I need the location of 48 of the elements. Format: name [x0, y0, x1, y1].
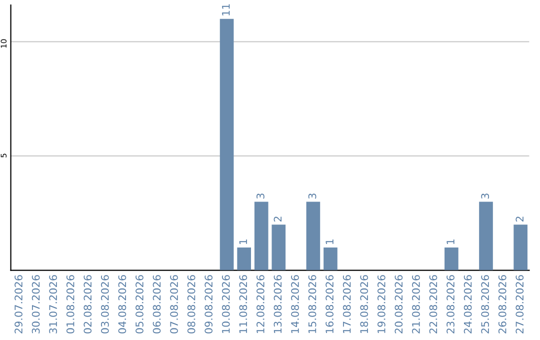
x-tick-label: 22.08.2026	[429, 275, 438, 334]
x-tick-label: 19.08.2026	[377, 275, 386, 333]
bar	[324, 247, 338, 270]
x-tick-label: 21.08.2026	[412, 275, 420, 334]
data-label: 2	[516, 216, 524, 222]
data-label: 3	[256, 194, 264, 199]
x-tick-label: 30.07.2026	[32, 275, 40, 334]
data-label: 11	[222, 4, 230, 16]
x-tick-label: 05.08.2026	[136, 275, 144, 334]
x-tick-label: 06.08.2026	[152, 275, 161, 334]
x-tick-label: 01.08.2026	[66, 275, 74, 334]
bar	[306, 202, 320, 270]
bar	[272, 224, 286, 270]
data-label: 2	[274, 216, 282, 222]
x-tick-label: 04.08.2026	[118, 275, 126, 334]
data-label: 1	[446, 239, 454, 244]
bar	[444, 247, 458, 270]
x-tick-label: 11.08.2026	[239, 275, 248, 333]
data-label: 3	[481, 194, 490, 199]
x-tick-label: 29.07.2026	[14, 275, 22, 334]
x-tick-label: 24.08.2026	[464, 275, 472, 334]
bar	[220, 18, 234, 270]
data-label: 1	[239, 239, 247, 244]
bar	[254, 202, 268, 270]
bar	[479, 202, 493, 270]
x-tick-label: 12.08.2026	[256, 275, 264, 333]
x-tick-label: 17.08.2026	[342, 275, 351, 333]
x-tick-label: 18.08.2026	[360, 275, 368, 333]
x-tick-label: 07.08.2026	[170, 275, 178, 334]
data-label: 3	[308, 194, 316, 199]
x-tick-label: 02.08.2026	[84, 275, 92, 334]
data-label: 1	[326, 239, 334, 244]
x-tick-label: 23.08.2026	[446, 275, 454, 334]
x-tick-label: 10.08.2026	[222, 275, 230, 333]
bar	[237, 247, 251, 270]
x-tick-label: 26.08.2026	[498, 275, 506, 334]
x-tick-label: 31.07.2026	[49, 275, 58, 334]
x-tick-label: 25.08.2026	[481, 275, 490, 334]
x-tick-label: 27.08.2026	[516, 275, 524, 334]
x-tick-label: 09.08.2026	[204, 275, 213, 334]
x-tick-label: 08.08.2026	[187, 275, 196, 334]
x-tick-label: 03.08.2026	[100, 275, 109, 334]
x-tick-label: 13.08.2026	[274, 275, 282, 333]
bar	[514, 224, 528, 270]
x-tick-label: 16.08.2026	[326, 275, 334, 333]
x-tick-label: 20.08.2026	[394, 275, 403, 334]
x-tick-label: 15.08.2026	[308, 275, 316, 333]
x-tick-label: 14.08.2026	[291, 275, 299, 333]
